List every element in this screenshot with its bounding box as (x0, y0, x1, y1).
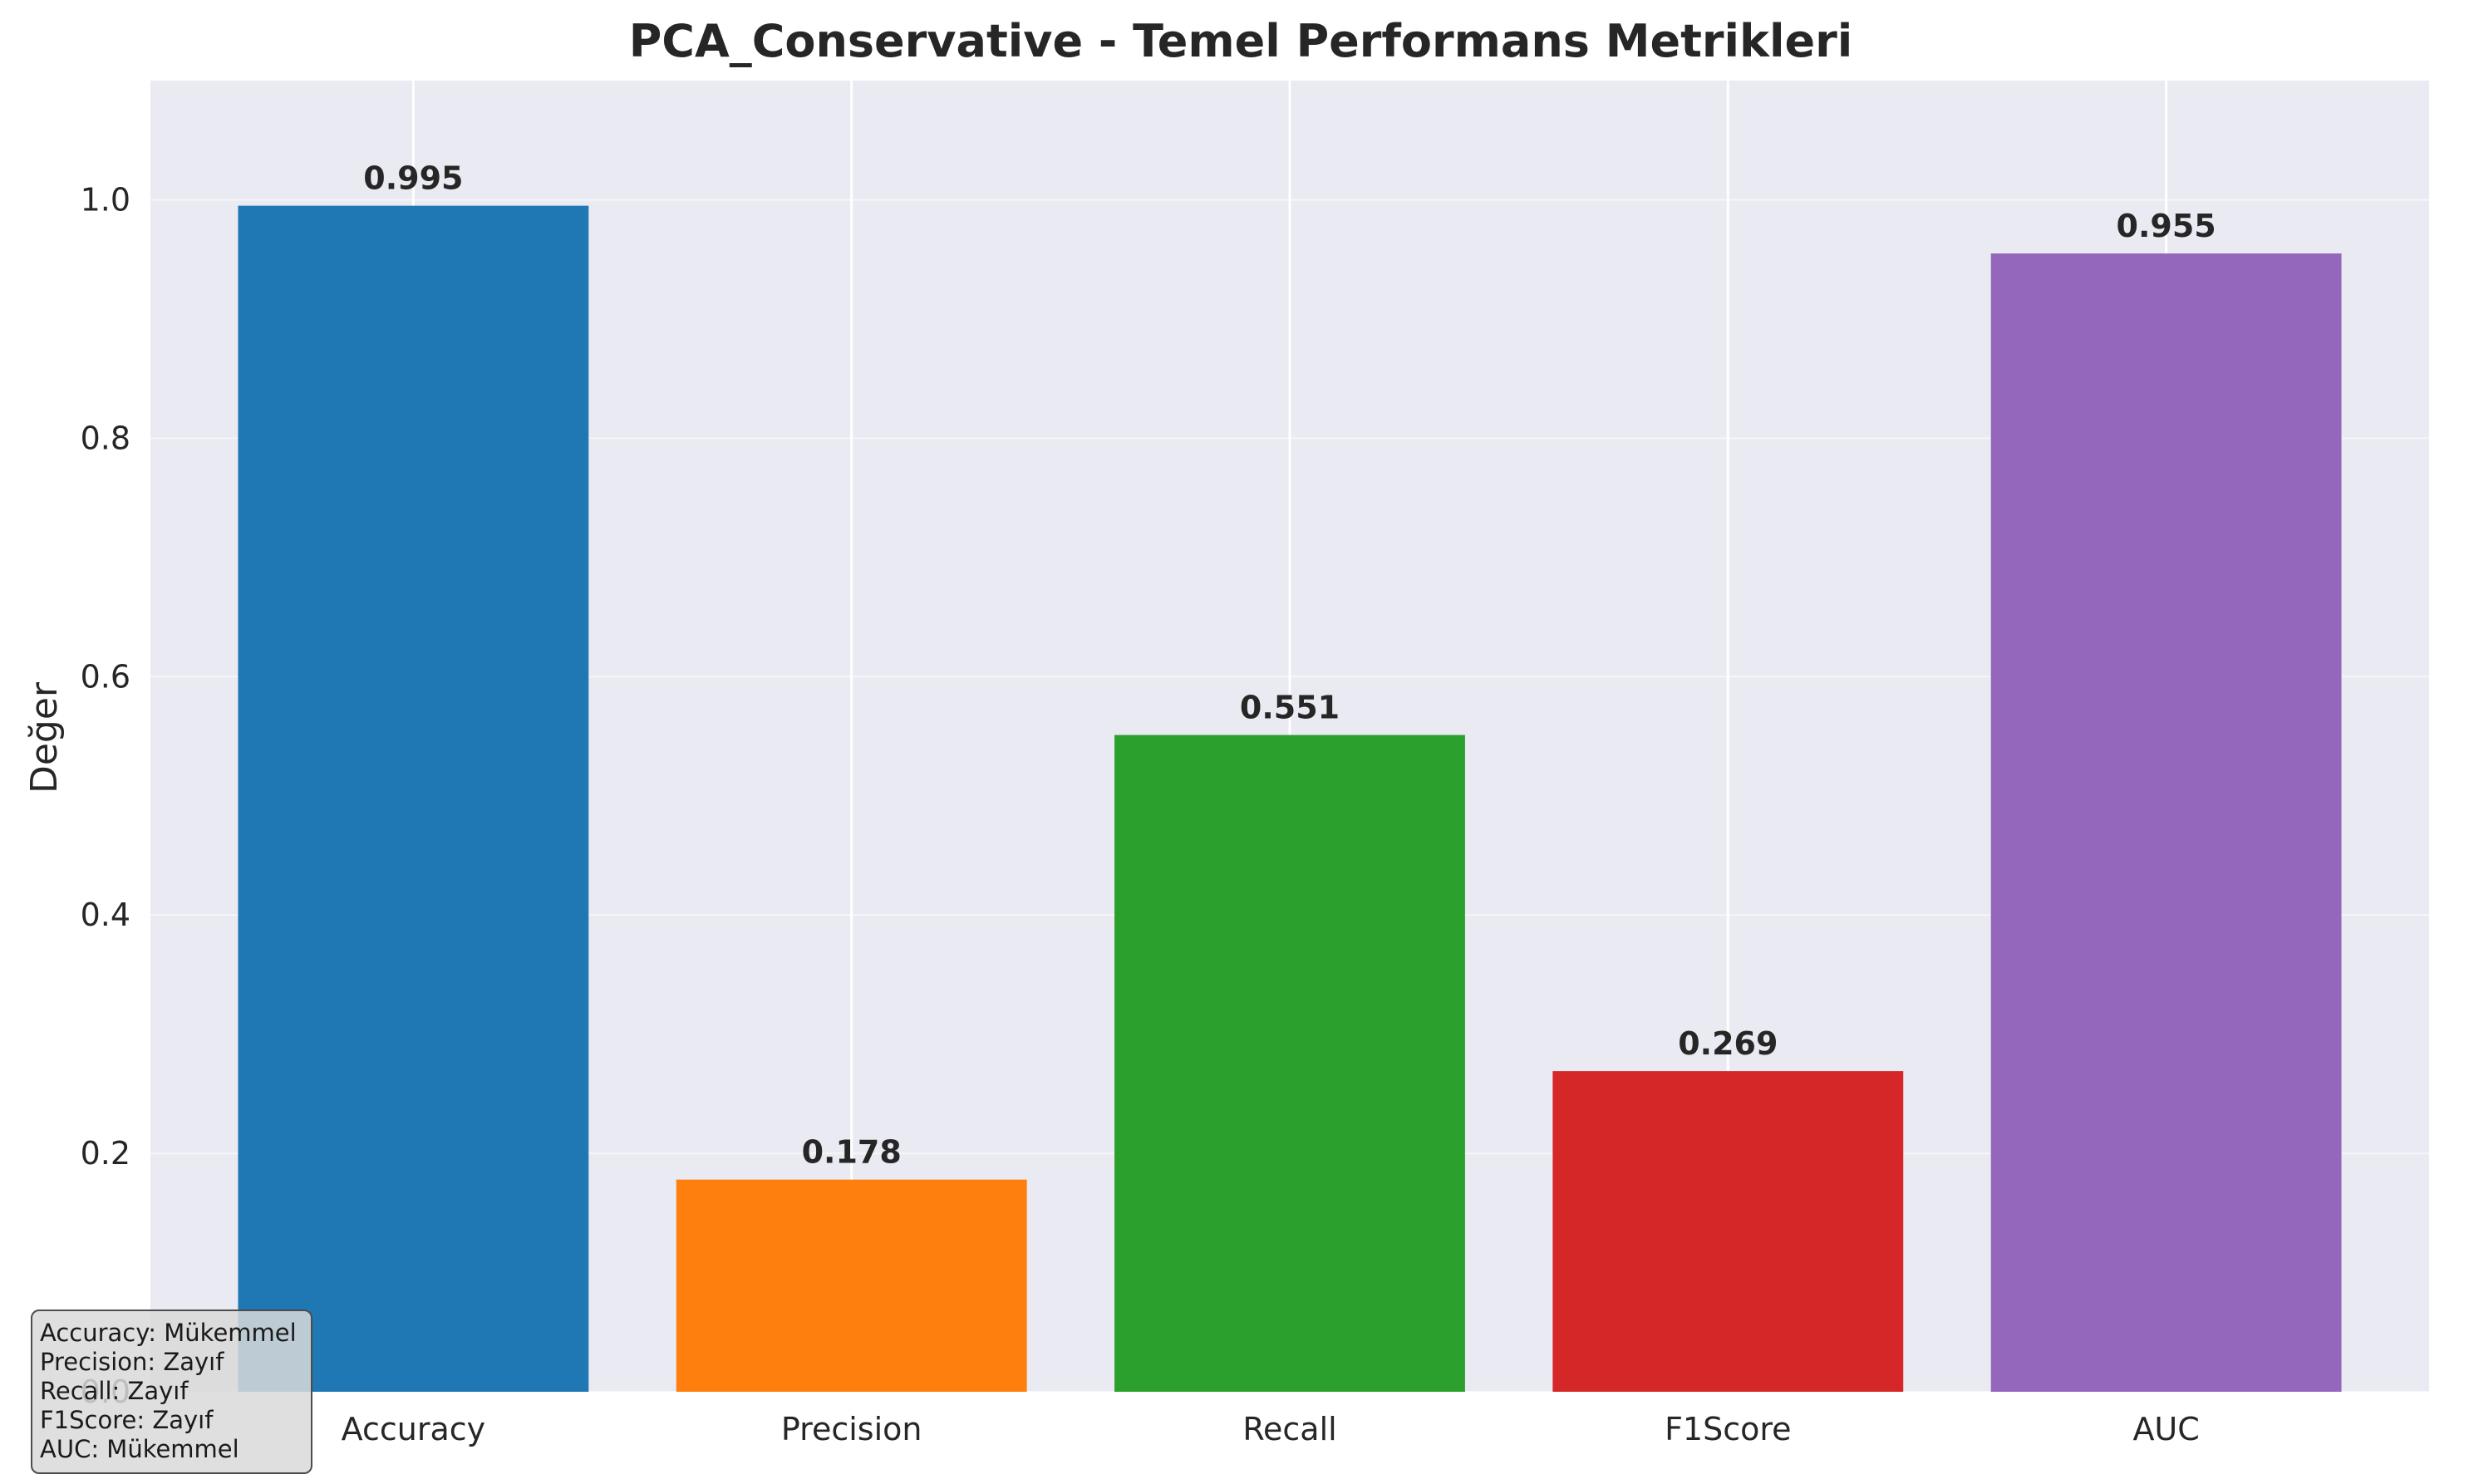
bar-f1score (1552, 1071, 1904, 1392)
value-label: 0.995 (363, 160, 463, 197)
annotation-line: Recall: Zayıf (40, 1377, 189, 1405)
y-tick-label: 0.6 (81, 658, 130, 695)
y-tick-label: 1.0 (81, 181, 130, 218)
value-labels: 0.995 0.178 0.551 0.269 0.955 (363, 160, 2216, 1171)
bar-auc (1990, 253, 2342, 1393)
bar-accuracy (238, 205, 589, 1392)
value-label: 0.178 (802, 1134, 902, 1171)
x-tick-label: F1Score (1665, 1411, 1791, 1447)
chart-title: PCA_Conservative - Temel Performans Metr… (629, 15, 1853, 67)
x-axis-ticks: Accuracy Precision Recall F1Score AUC (342, 1411, 2200, 1447)
annotation-line: Precision: Zayıf (40, 1348, 224, 1376)
bar-precision (676, 1179, 1027, 1392)
annotation-line: AUC: Mükemmel (40, 1435, 239, 1463)
bars (238, 205, 2342, 1393)
value-label: 0.551 (1240, 690, 1340, 726)
value-label: 0.269 (1678, 1025, 1778, 1062)
y-tick-label: 0.4 (81, 897, 130, 933)
x-tick-label: Precision (781, 1411, 922, 1447)
x-tick-label: AUC (2132, 1411, 2199, 1447)
y-axis-label: Değer (23, 681, 66, 794)
annotation-line: F1Score: Zayıf (40, 1406, 214, 1434)
annotation-box (31, 1310, 312, 1474)
value-label: 0.955 (2117, 208, 2216, 244)
annotation-line: Accuracy: Mükemmel (40, 1319, 297, 1347)
y-tick-label: 0.8 (81, 420, 130, 456)
x-tick-label: Recall (1242, 1411, 1336, 1447)
y-tick-label: 0.2 (81, 1135, 130, 1172)
bar-recall (1114, 735, 1465, 1392)
x-tick-label: Accuracy (342, 1411, 486, 1447)
